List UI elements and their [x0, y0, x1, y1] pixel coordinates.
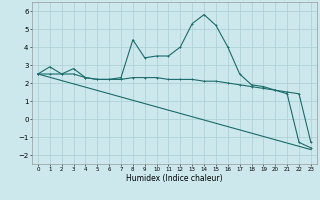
X-axis label: Humidex (Indice chaleur): Humidex (Indice chaleur) [126, 174, 223, 183]
